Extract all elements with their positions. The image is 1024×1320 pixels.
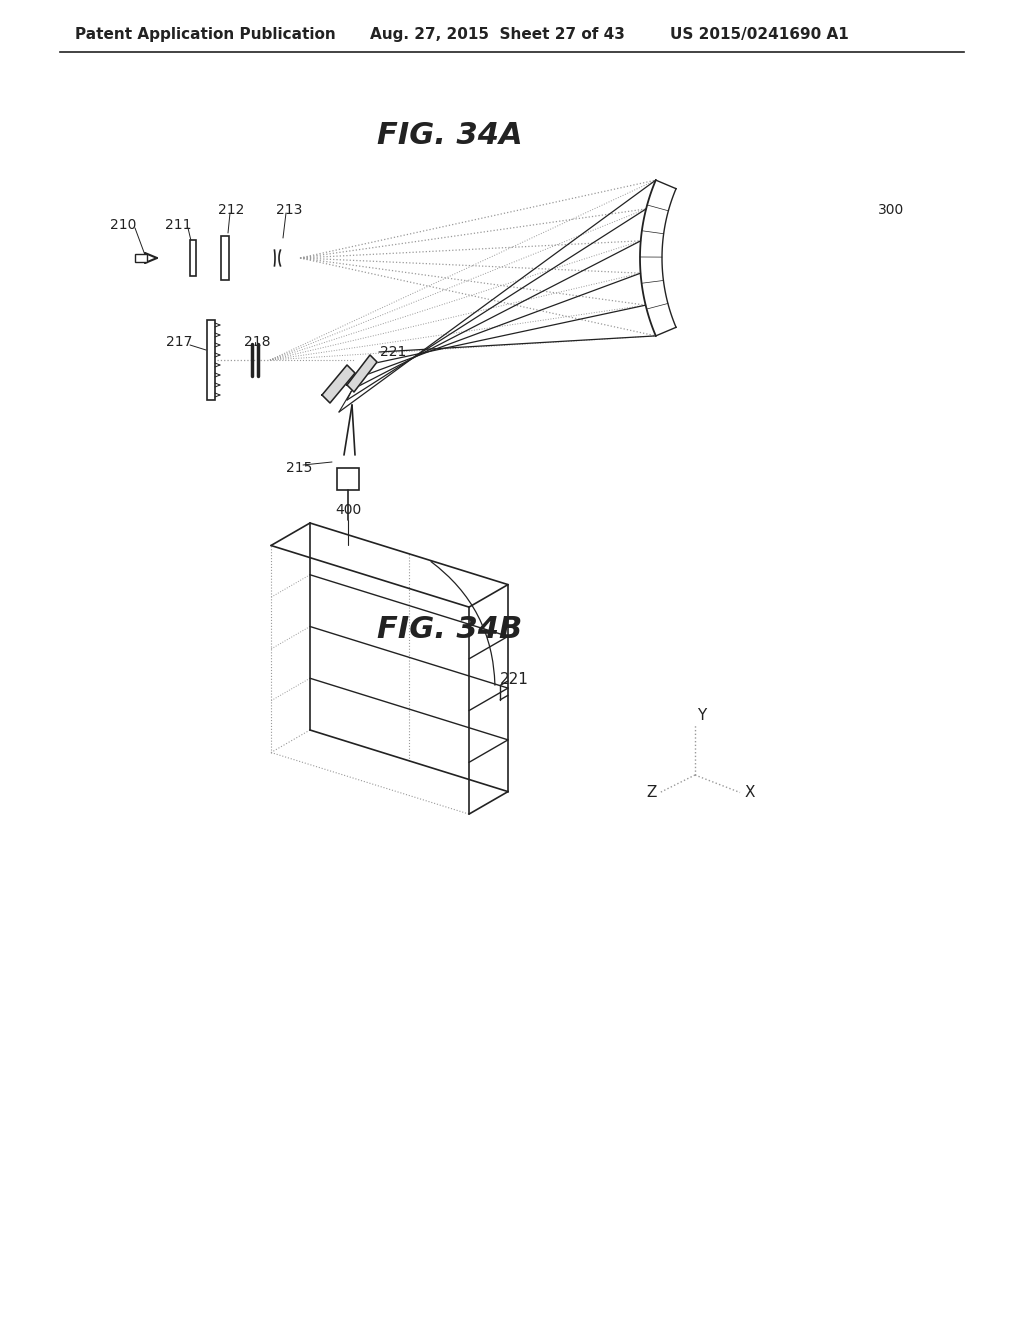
Polygon shape (347, 355, 377, 392)
Text: Z: Z (646, 785, 656, 800)
Text: Aug. 27, 2015  Sheet 27 of 43: Aug. 27, 2015 Sheet 27 of 43 (370, 28, 625, 42)
Text: 221: 221 (380, 345, 407, 359)
Text: 300: 300 (878, 203, 904, 216)
Bar (337, 469, 359, 490)
Text: 221: 221 (500, 672, 528, 688)
Polygon shape (322, 366, 355, 403)
Bar (207, 319, 215, 400)
FancyBboxPatch shape (135, 253, 147, 261)
Text: 211: 211 (165, 218, 191, 232)
Text: 400: 400 (335, 503, 361, 517)
Text: 215: 215 (286, 461, 312, 475)
Text: FIG. 34A: FIG. 34A (377, 120, 523, 149)
Text: US 2015/0241690 A1: US 2015/0241690 A1 (670, 28, 849, 42)
Bar (221, 236, 229, 280)
Text: 217: 217 (166, 335, 193, 348)
Text: 213: 213 (276, 203, 302, 216)
Text: X: X (745, 785, 756, 800)
Text: 210: 210 (110, 218, 136, 232)
Text: 218: 218 (244, 335, 270, 348)
Bar (190, 240, 196, 276)
Text: Y: Y (697, 708, 707, 722)
Text: 212: 212 (218, 203, 245, 216)
Text: Patent Application Publication: Patent Application Publication (75, 28, 336, 42)
Text: FIG. 34B: FIG. 34B (378, 615, 522, 644)
